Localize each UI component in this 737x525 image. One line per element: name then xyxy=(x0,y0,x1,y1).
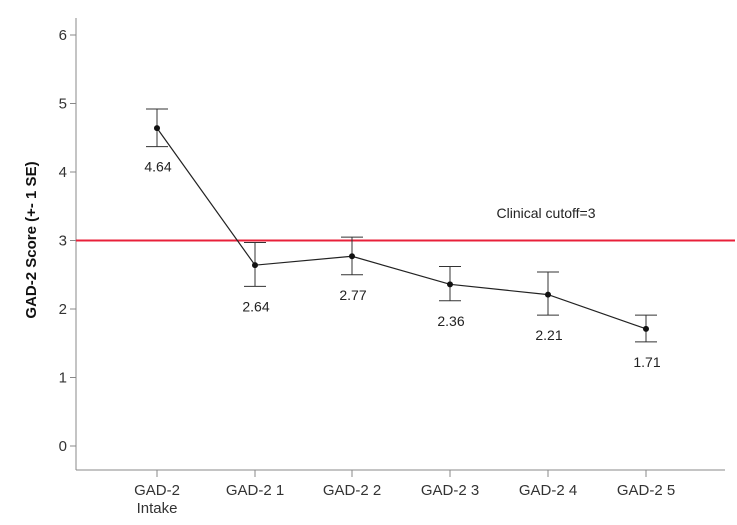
y-tick-label: 4 xyxy=(59,164,67,181)
y-tick-label: 5 xyxy=(59,96,67,113)
series-line xyxy=(156,127,647,330)
y-axis-label: GAD-2 Score (+- 1 SE) xyxy=(23,161,40,318)
data-point xyxy=(252,262,258,269)
y-tick-label: 6 xyxy=(59,27,67,44)
data-label: 1.71 xyxy=(633,354,660,370)
x-tick-label: GAD-2 5 xyxy=(617,482,675,499)
data-label: 2.77 xyxy=(339,287,366,303)
y-tick-label: 2 xyxy=(59,301,67,318)
data-label: 2.36 xyxy=(437,313,464,329)
x-tick-label: GAD-2 2 xyxy=(323,482,381,499)
data-point xyxy=(349,253,355,260)
data-label: 4.64 xyxy=(144,159,171,175)
data-point xyxy=(154,125,160,132)
x-tick-label: Intake xyxy=(137,500,178,517)
x-tick-label: GAD-2 3 xyxy=(421,482,479,499)
x-tick-label: GAD-2 xyxy=(134,482,180,499)
data-point xyxy=(447,281,453,288)
data-label: 2.21 xyxy=(535,327,562,343)
y-tick-label: 1 xyxy=(59,370,67,387)
data-label: 2.64 xyxy=(242,298,269,314)
x-tick-label: GAD-2 1 xyxy=(226,482,284,499)
y-tick-label: 0 xyxy=(59,438,67,455)
reference-line-label: Clinical cutoff=3 xyxy=(497,205,596,221)
data-point xyxy=(545,291,551,298)
y-tick-label: 3 xyxy=(59,233,67,250)
x-tick-label: GAD-2 4 xyxy=(519,482,577,499)
data-point xyxy=(643,325,649,332)
